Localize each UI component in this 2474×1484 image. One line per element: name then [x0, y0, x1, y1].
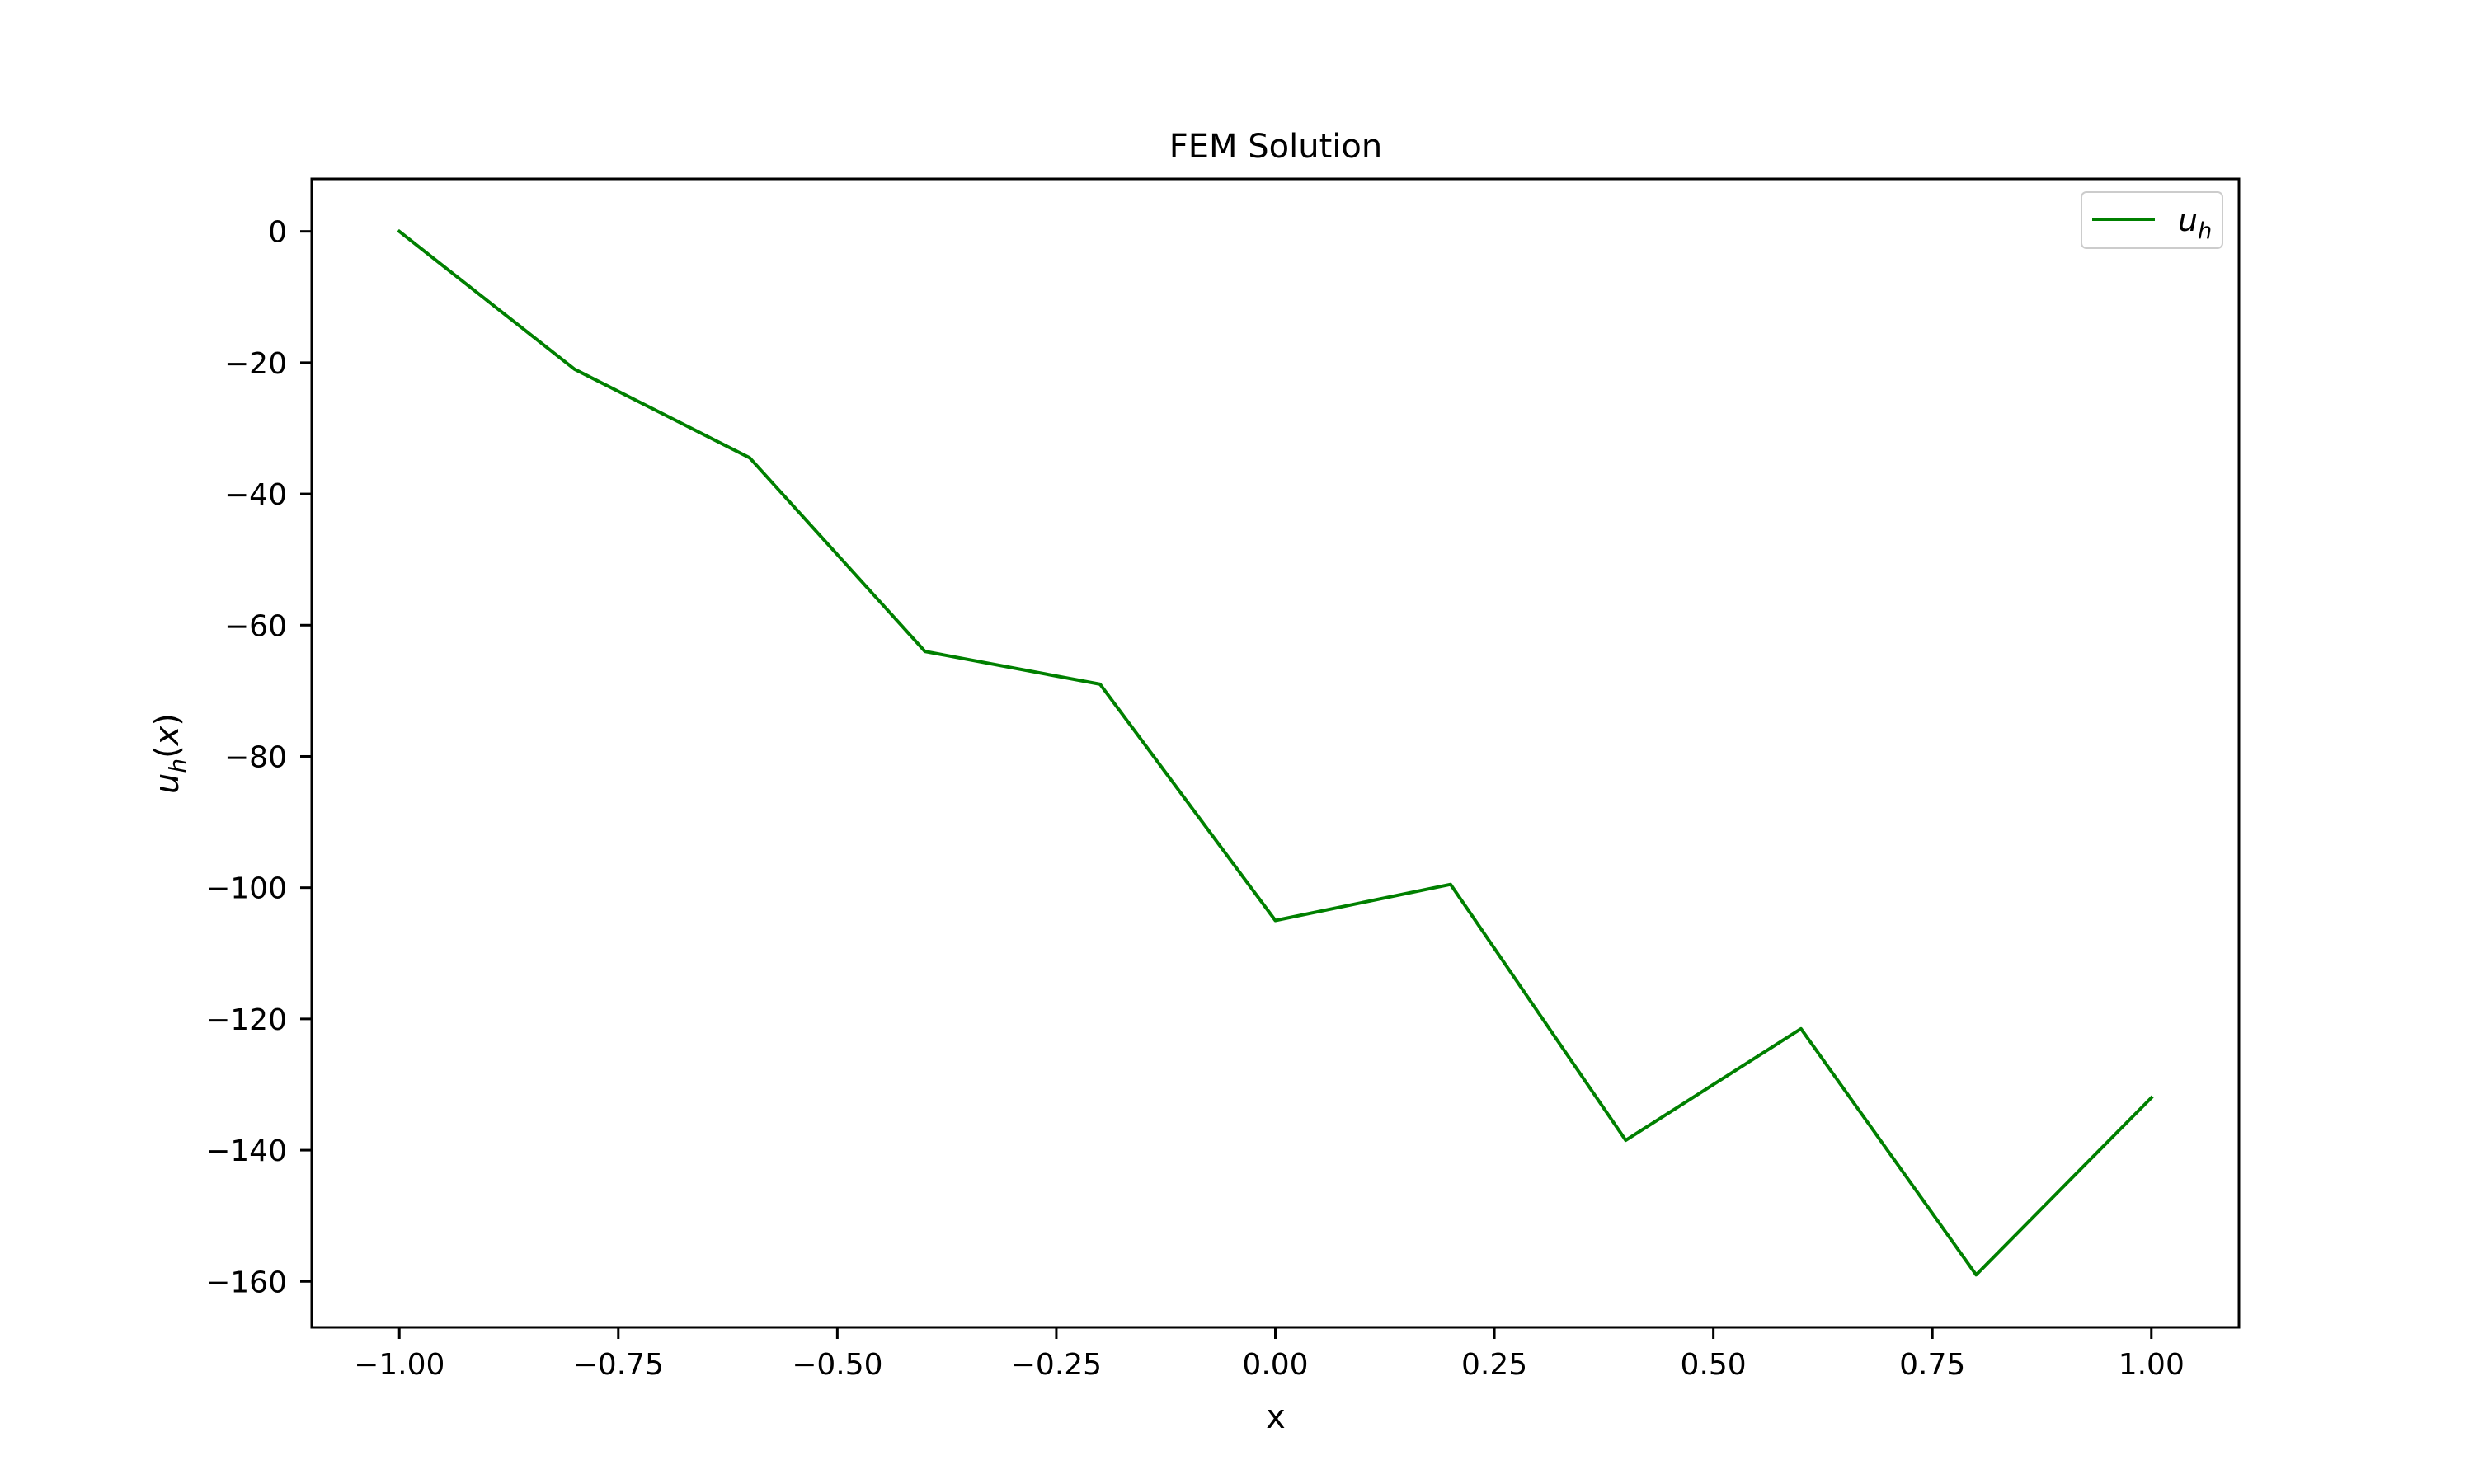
x-tick-label: 0.25	[1461, 1348, 1527, 1382]
y-tick-label: −40	[224, 478, 287, 512]
legend-label-u-h: uh	[2178, 202, 2212, 244]
x-tick-label: −1.00	[354, 1348, 444, 1382]
y-axis-label: uh(x)	[148, 713, 191, 794]
x-tick-label: −0.25	[1011, 1348, 1102, 1382]
chart-title: FEM Solution	[1169, 128, 1382, 166]
y-axis: 0 −20 −40 −60 −80 −100 −120 −140 −160	[205, 216, 312, 1299]
x-tick-label: 0.75	[1899, 1348, 1965, 1382]
series-line-u-h	[397, 228, 2154, 1277]
y-tick-label: −60	[224, 609, 287, 643]
x-axis: −1.00 −0.75 −0.50 −0.25 0.00 0.25 0.50 0.75 1.00	[354, 1327, 2185, 1382]
x-tick-label: 1.00	[2119, 1348, 2185, 1382]
legend: uh	[2081, 191, 2223, 249]
y-tick-label: 0	[268, 216, 287, 250]
x-tick-label: 0.50	[1681, 1348, 1747, 1382]
x-tick-label: −0.75	[573, 1348, 664, 1382]
y-tick-label: −80	[224, 740, 287, 774]
x-tick-label: 0.00	[1242, 1348, 1308, 1382]
x-axis-label: x	[1266, 1398, 1286, 1436]
series-layer	[397, 228, 2154, 1277]
x-tick-label: −0.50	[792, 1348, 882, 1382]
y-tick-label: −100	[205, 872, 287, 906]
y-tick-label: −120	[205, 1003, 287, 1037]
y-tick-label: −20	[224, 347, 287, 381]
y-tick-label: −160	[205, 1266, 287, 1299]
y-tick-label: −140	[205, 1134, 287, 1168]
